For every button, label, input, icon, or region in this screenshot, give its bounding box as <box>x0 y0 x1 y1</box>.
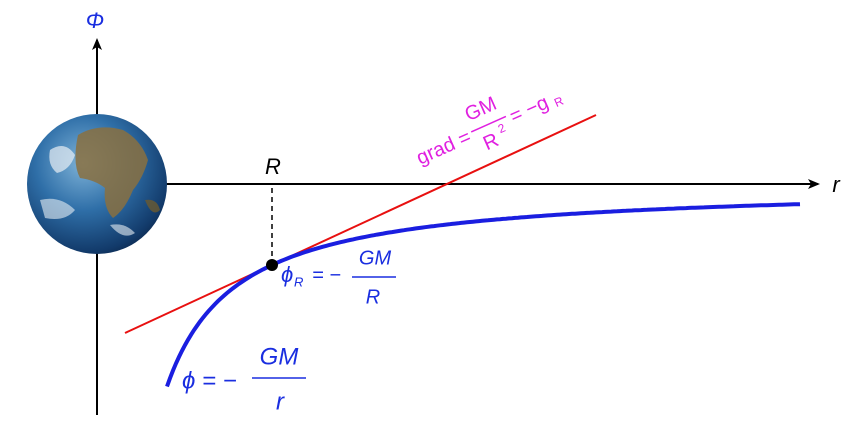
curve-label: ϕ = − GM r <box>182 343 306 415</box>
gradient-lhs: grad = <box>413 126 474 169</box>
gradient-subscript: R <box>552 94 566 110</box>
y-axis-label: Φ <box>86 8 104 33</box>
point-symbol: ϕ <box>281 262 293 287</box>
point-denominator: R <box>366 286 380 308</box>
curve-denominator: r <box>276 388 285 415</box>
point-subscript: R <box>294 274 303 289</box>
gradient-exponent: 2 <box>496 121 508 137</box>
tangent-line <box>124 114 597 334</box>
point <box>266 259 278 271</box>
gradient-rhs: = −g <box>506 92 552 128</box>
fraction-bar <box>470 115 507 133</box>
curve-numerator: GM <box>260 343 299 370</box>
earth <box>27 114 167 254</box>
x-axis-label: r <box>832 172 841 197</box>
curve-lhs: ϕ = − <box>182 367 237 394</box>
point-label: ϕ R = − GM R <box>281 247 396 308</box>
point-equals: = − <box>312 264 341 286</box>
r-label: R <box>265 154 281 179</box>
point-numerator: GM <box>359 247 392 269</box>
gradient-denominator: R <box>480 129 502 155</box>
